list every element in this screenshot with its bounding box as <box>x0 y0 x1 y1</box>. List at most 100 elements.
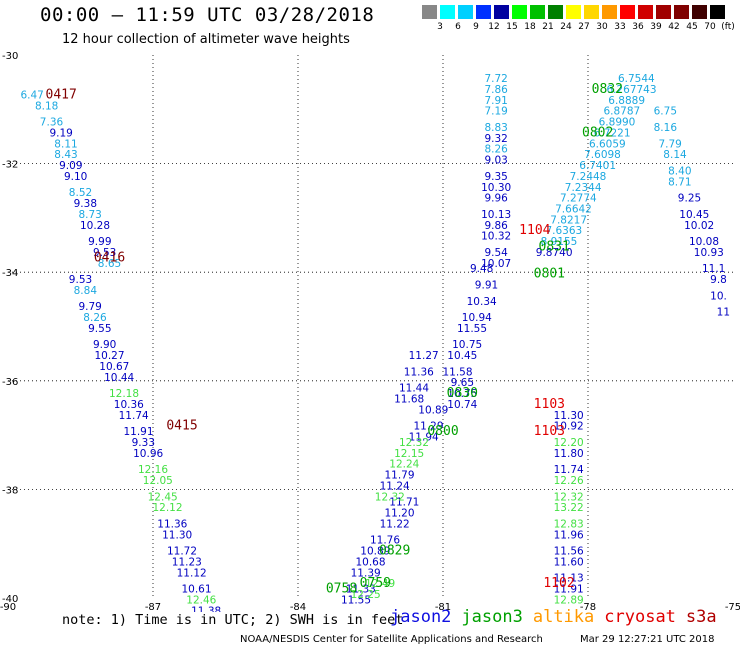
wave-height-label: 6.7544 <box>618 73 655 85</box>
wave-height-label: 11.24 <box>380 480 410 492</box>
pass-time-label: 1103 <box>534 424 565 439</box>
scale-label: 33 <box>614 22 626 32</box>
wave-height-label: 10.96 <box>133 448 163 460</box>
scale-label: 21 <box>542 22 554 32</box>
scale-swatch <box>494 5 509 19</box>
credit-text: NOAA/NESDIS Center for Satellite Applica… <box>240 634 543 645</box>
pass-time-label: 0416 <box>94 250 125 265</box>
wave-height-label: 11.80 <box>554 448 584 460</box>
wave-height-label: 12.16 <box>138 464 168 476</box>
wave-height-label: 10.94 <box>462 312 492 324</box>
wave-height-label: 12.32 <box>375 491 405 503</box>
y-tick-label: -36 <box>2 377 18 388</box>
wave-height-label: 9.79 <box>78 301 101 313</box>
wave-height-label: 6.8889 <box>608 95 645 107</box>
wave-height-label: 8.14 <box>663 149 687 161</box>
wave-height-label: 9.48 <box>470 263 493 275</box>
wave-height-label: 9.86 <box>484 220 508 232</box>
y-tick-label: -30 <box>2 51 18 62</box>
wave-height-label: 8.83 <box>484 122 507 134</box>
wave-height-label: 9.10 <box>64 171 87 183</box>
scale-swatch <box>566 5 581 19</box>
wave-height-label: 11.36 <box>157 518 187 530</box>
wave-height-label: 9.55 <box>88 323 111 335</box>
wave-height-label: 11.74 <box>119 410 149 422</box>
wave-height-label: 10.93 <box>694 247 724 259</box>
wave-height-label: 9.09 <box>59 160 82 172</box>
wave-height-label: 7.2774 <box>560 193 597 205</box>
scale-swatch <box>638 5 653 19</box>
scale-swatch <box>620 5 635 19</box>
wave-height-label: 10.92 <box>554 421 584 433</box>
wave-height-label: 9.25 <box>678 193 701 205</box>
x-tick-label: -81 <box>435 602 451 612</box>
wave-height-label: 11.30 <box>554 410 584 422</box>
wave-height-label: 10.30 <box>481 182 511 194</box>
wave-height-label: 10.28 <box>80 220 110 232</box>
wave-height-label: 8.9155 <box>541 236 578 248</box>
scale-swatch <box>710 5 725 19</box>
scale-label: 9 <box>473 22 479 32</box>
wave-height-label: 7.86 <box>484 84 508 96</box>
wave-height-label: 7.8217 <box>550 214 587 226</box>
pass-time-label: 0802 <box>582 125 613 140</box>
scale-label: 39 <box>650 22 662 32</box>
wave-height-label: 8.26 <box>484 144 508 156</box>
wave-height-label: 12.49 <box>365 578 395 590</box>
wave-height-label: 11.76 <box>370 535 400 547</box>
wave-height-label: 11.23 <box>172 556 202 568</box>
wave-height-label: 12.83 <box>554 518 584 530</box>
wave-height-label: 9.53 <box>69 274 92 286</box>
wave-height-label: 11.33 <box>346 584 376 596</box>
wave-height-label: 12.45 <box>148 491 178 503</box>
scale-swatch <box>512 5 527 19</box>
y-tick-label: -32 <box>2 160 18 171</box>
scale-label: 18 <box>524 22 536 32</box>
wave-height-label: 10.27 <box>94 350 124 362</box>
wave-height-label: 9.35 <box>484 171 507 183</box>
legend-jason2: jason2 <box>390 607 452 627</box>
wave-height-label: 12.24 <box>389 459 419 471</box>
wave-height-label: 7.6363 <box>545 225 582 237</box>
wave-height-label: 9.53 <box>93 247 116 259</box>
wave-height-label: 11.96 <box>554 529 584 541</box>
wave-height-label: 11.13 <box>554 573 584 585</box>
wave-height-label: 9.99 <box>88 236 111 248</box>
wave-height-label: 9.8 <box>710 274 727 286</box>
note-text: note: 1) Time is in UTC; 2) SWH is in fe… <box>62 612 404 628</box>
wave-height-label: 10.13 <box>481 209 511 221</box>
wave-height-label: 8.11 <box>54 138 77 150</box>
scale-swatch <box>458 5 473 19</box>
wave-height-label: 11.12 <box>177 567 207 579</box>
pass-time-label: 0417 <box>46 87 77 102</box>
wave-height-label: 11.22 <box>380 518 410 530</box>
wave-height-label: 10.67 <box>99 361 129 373</box>
wave-height-label: 12.18 <box>109 388 139 400</box>
pass-time-label: 0829 <box>379 544 410 559</box>
wave-height-label: 8.18 <box>35 100 58 112</box>
wave-height-label: 6.47 <box>20 89 43 101</box>
wave-height-label: 10.07 <box>481 258 511 270</box>
wave-height-label: 9.38 <box>74 198 97 210</box>
scale-swatch <box>602 5 617 19</box>
wave-height-label: 10.68 <box>355 556 385 568</box>
pass-time-label: 0830 <box>447 386 478 401</box>
wave-height-label: 8.43 <box>54 149 77 161</box>
wave-height-label: 11.44 <box>399 383 429 395</box>
x-tick-label: -75 <box>725 602 740 612</box>
wave-height-label: 12.25 <box>351 589 381 601</box>
wave-height-label: 11.94 <box>409 432 439 444</box>
wave-height-label: 10.75 <box>447 388 477 400</box>
wave-height-label: 11.30 <box>162 529 192 541</box>
scale-swatch <box>548 5 563 19</box>
wave-height-label: 12.26 <box>554 475 584 487</box>
wave-height-label: 6.8990 <box>599 117 636 129</box>
wave-height-label: 11.38 <box>191 605 221 612</box>
wave-height-label: 6.6059 <box>589 138 626 150</box>
scale-swatch <box>674 5 689 19</box>
x-tick-label: -87 <box>145 602 161 612</box>
wave-height-label: 8.65 <box>98 258 121 270</box>
wave-height-label: 7.6098 <box>584 149 621 161</box>
wave-height-map: -90 -87 -84 -81 -78 -75 -30 -32 -34 -36 -38 -40 6.47… <box>0 51 740 612</box>
generation-timestamp: Mar 29 12:27:21 UTC 2018 <box>580 634 715 645</box>
